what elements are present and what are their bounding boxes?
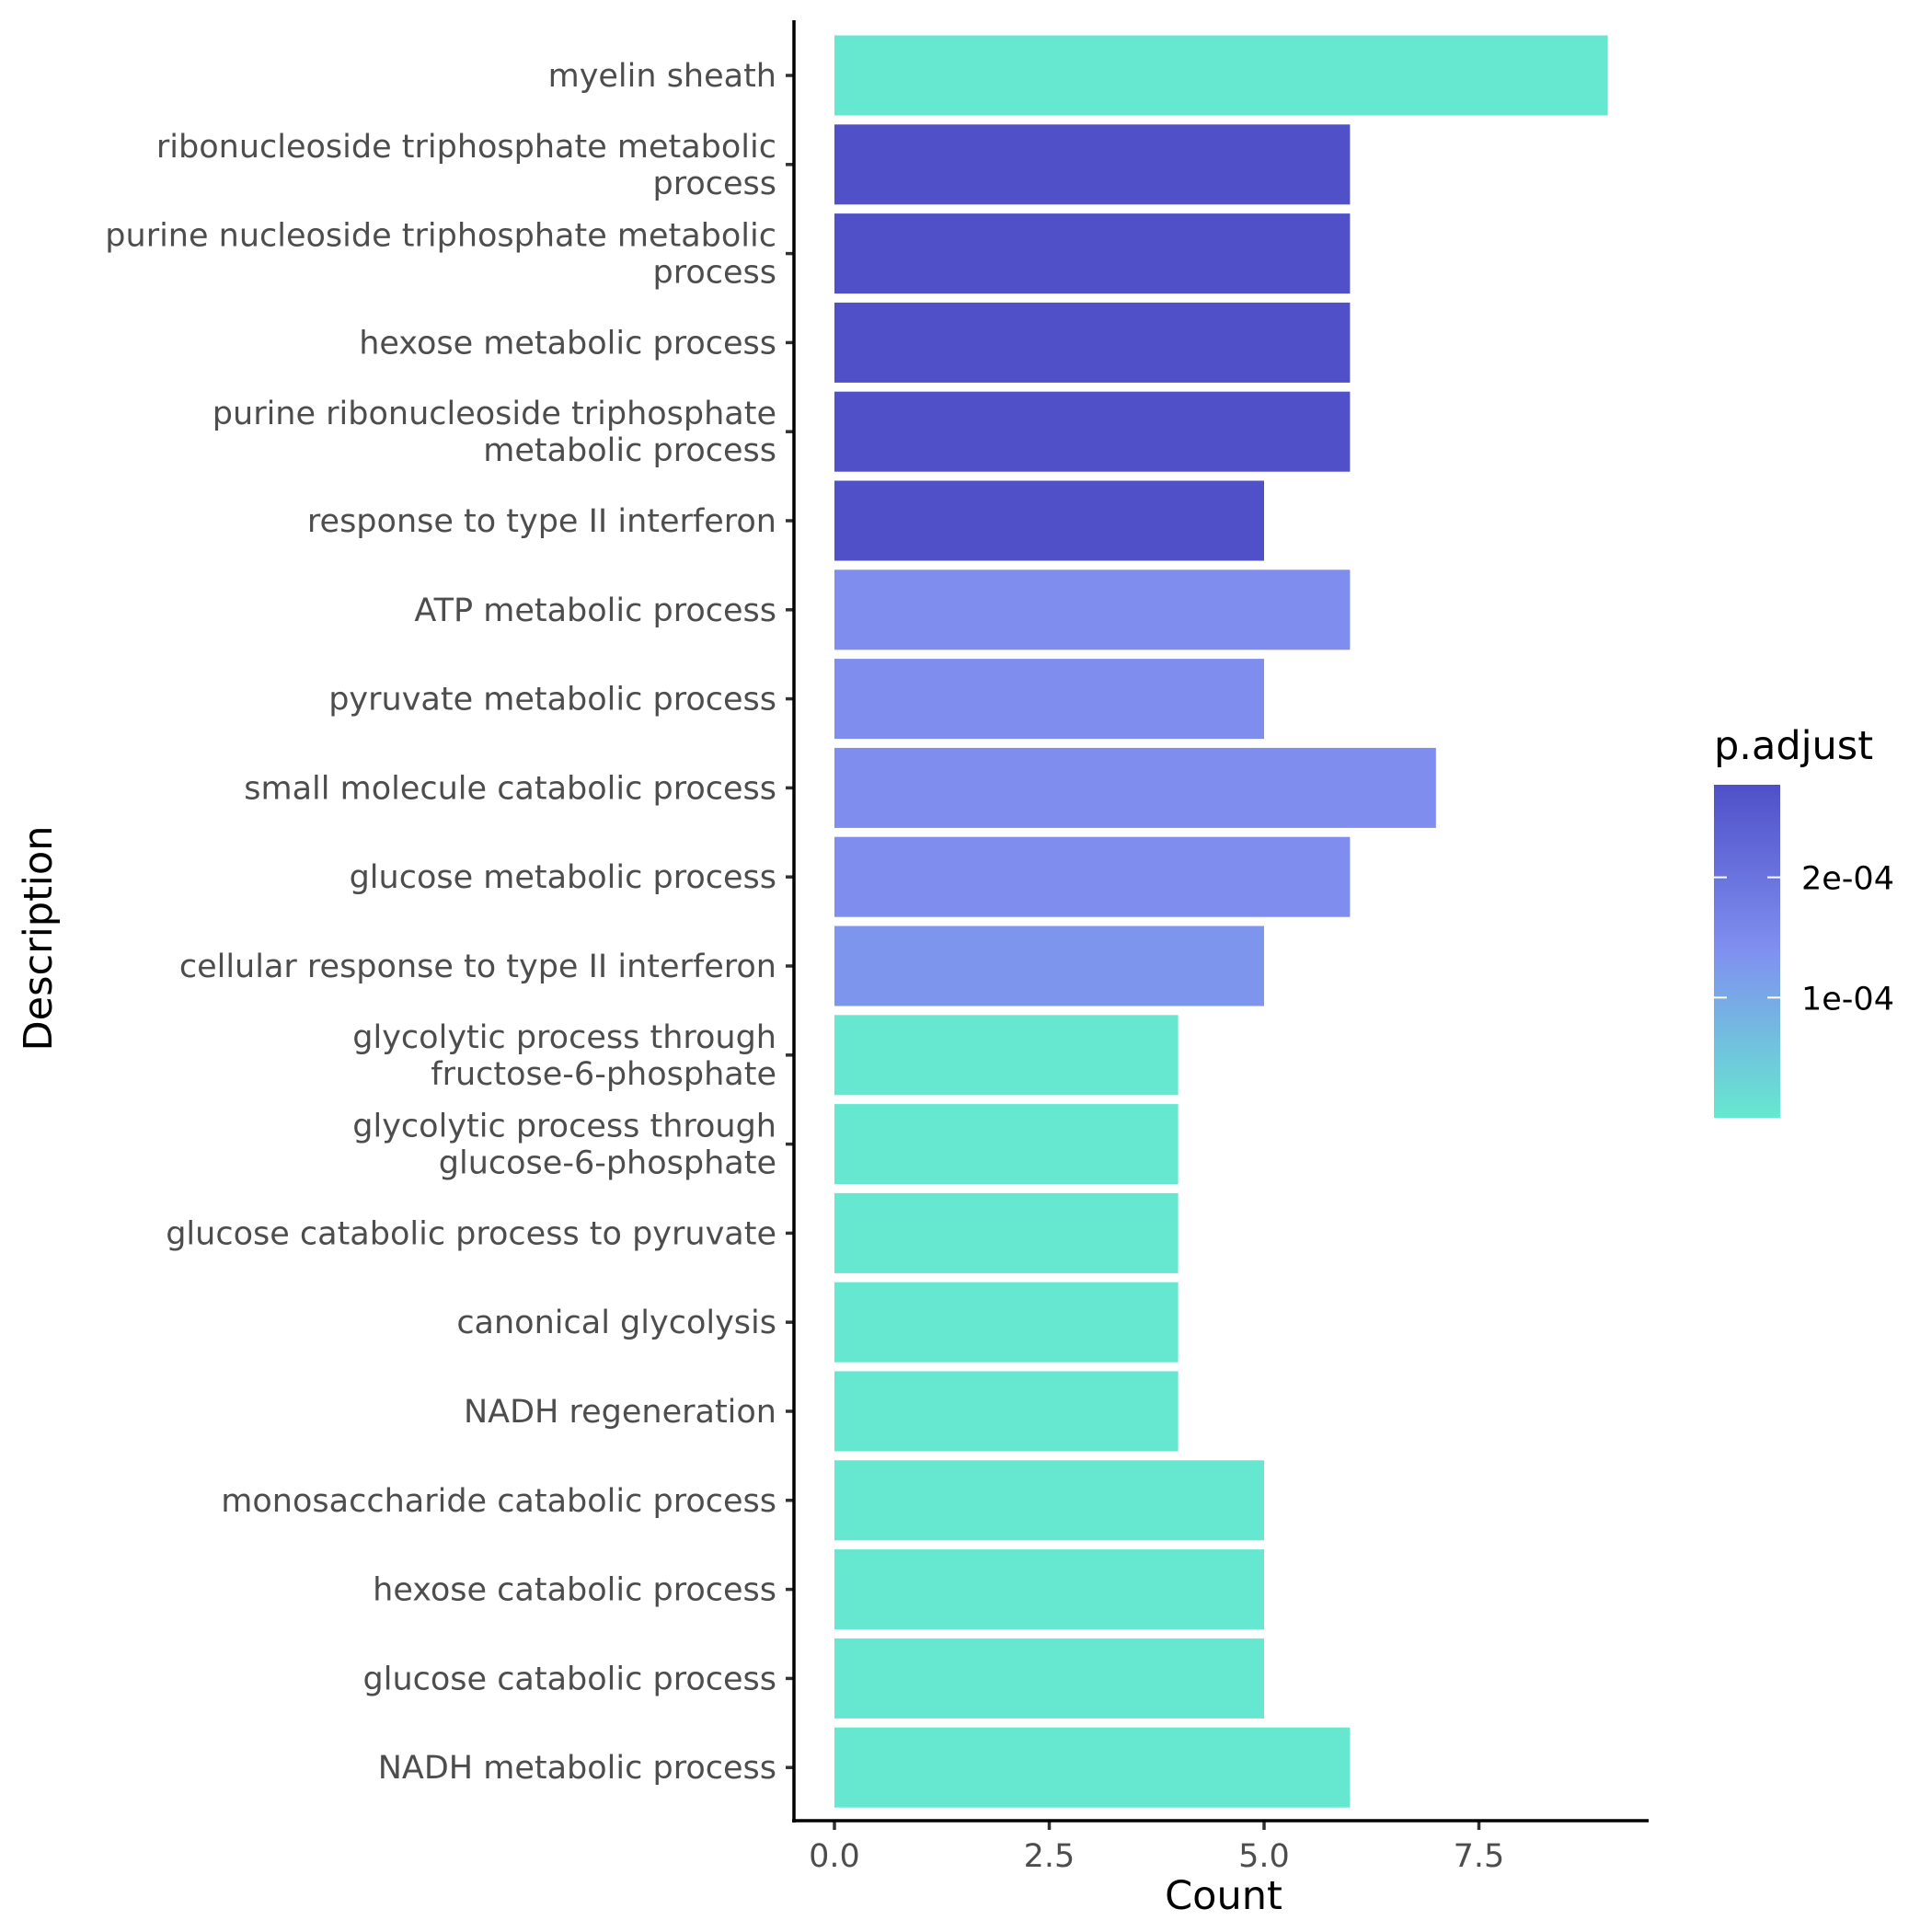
y-tick-label: purine ribonucleoside triphosphate metabo… xyxy=(213,396,776,469)
y-axis-ticks: myelin sheath ribonucleoside triphosphate… xyxy=(105,58,794,1787)
bar-16 xyxy=(834,1460,1264,1541)
y-axis-title: Description xyxy=(16,826,62,1052)
bar-7 xyxy=(834,659,1264,740)
bars-group xyxy=(834,35,1608,1808)
bar-17 xyxy=(834,1549,1264,1630)
y-tick-label: ATP metabolic process xyxy=(414,592,776,629)
bar-10 xyxy=(834,926,1264,1006)
y-tick-label: small molecule catabolic process xyxy=(244,770,776,807)
y-tick-label: NADH metabolic process xyxy=(378,1750,776,1787)
y-tick-label: hexose catabolic process xyxy=(373,1572,776,1609)
bar-6 xyxy=(834,569,1351,650)
y-tick-label: myelin sheath xyxy=(548,58,776,95)
bar-5 xyxy=(834,480,1264,561)
bar-12 xyxy=(834,1104,1179,1185)
x-axis-ticks: 0.0 2.5 5.0 7.5 xyxy=(809,1821,1504,1875)
y-tick-label: glycolytic process through fructose-6-pho… xyxy=(352,1019,776,1093)
legend-title: p.adjust xyxy=(1714,723,1873,769)
bar-19 xyxy=(834,1727,1351,1808)
y-tick-label: glucose metabolic process xyxy=(350,859,776,896)
y-tick-label: glucose catabolic process xyxy=(363,1661,776,1697)
y-tick-label: response to type II interferon xyxy=(307,503,776,540)
x-tick-label: 0.0 xyxy=(809,1838,860,1875)
bar-2 xyxy=(834,213,1351,294)
bar-18 xyxy=(834,1638,1264,1719)
y-tick-label: hexose metabolic process xyxy=(359,325,776,362)
x-tick-label: 7.5 xyxy=(1454,1838,1505,1875)
bar-13 xyxy=(834,1192,1179,1273)
x-tick-label: 5.0 xyxy=(1238,1838,1290,1875)
x-axis-title: Count xyxy=(1165,1873,1282,1919)
y-tick-label: glycolytic process through glucose-6-phos… xyxy=(352,1109,776,1182)
bar-0 xyxy=(834,35,1608,116)
legend-colorbar xyxy=(1714,785,1780,1118)
y-tick-label: glucose catabolic process to pyruvate xyxy=(166,1215,776,1252)
legend-tick-label: 1e-04 xyxy=(1801,981,1894,1018)
y-tick-label: cellular response to type II interferon xyxy=(179,949,776,985)
legend-tick-label: 2e-04 xyxy=(1801,861,1894,898)
bar-15 xyxy=(834,1371,1179,1452)
y-tick-label: canonical glycolysis xyxy=(456,1305,776,1341)
bar-9 xyxy=(834,836,1351,917)
bar-11 xyxy=(834,1015,1179,1096)
y-tick-label: NADH regeneration xyxy=(464,1394,776,1431)
bar-3 xyxy=(834,302,1351,383)
bar-1 xyxy=(834,124,1351,205)
y-tick-label: ribonucleoside triphosphate metabolic pro… xyxy=(156,129,776,202)
legend: p.adjust 1e-04 2e-04 xyxy=(1714,723,1894,1118)
bar-8 xyxy=(834,747,1436,828)
y-tick-label: pyruvate metabolic process xyxy=(328,682,776,719)
y-tick-label: monosaccharide catabolic process xyxy=(221,1483,776,1520)
x-tick-label: 2.5 xyxy=(1024,1838,1075,1875)
bar-4 xyxy=(834,391,1351,472)
y-tick-label: purine nucleoside triphosphate metabolic… xyxy=(105,218,776,292)
bar-14 xyxy=(834,1282,1179,1363)
